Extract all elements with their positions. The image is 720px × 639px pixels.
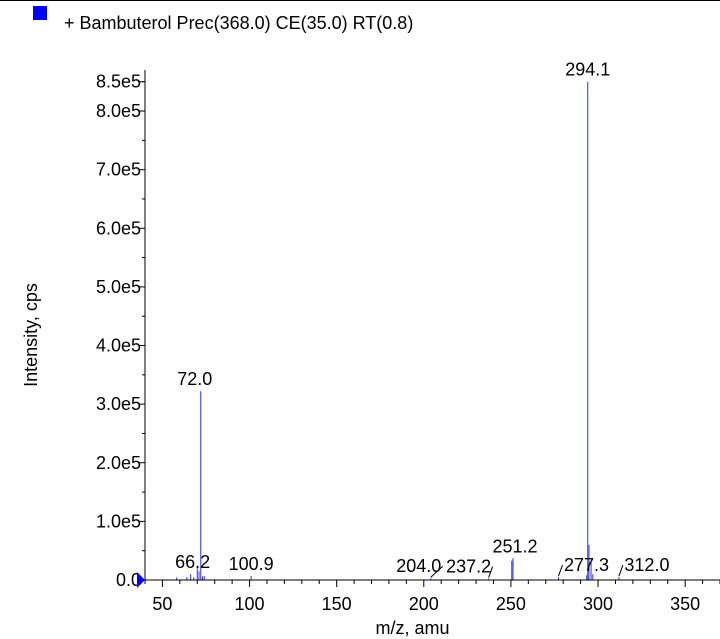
- x-tick-label: 250: [496, 594, 526, 614]
- peak-label: 72.0: [177, 369, 212, 389]
- baseline-marker-icon: [137, 572, 145, 588]
- legend-label: + Bambuterol Prec(368.0) CE(35.0) RT(0.8…: [64, 13, 413, 33]
- y-tick-label: 1.0e5: [96, 511, 141, 531]
- peak-leader-line: [430, 565, 444, 578]
- x-tick-label: 50: [152, 594, 172, 614]
- peak-leader-line: [618, 564, 624, 577]
- y-tick-label: 8.5e5: [96, 72, 141, 92]
- y-tick-label: 3.0e5: [96, 394, 141, 414]
- y-axis-title: Intensity, cps: [21, 283, 41, 387]
- y-tick-label: 6.0e5: [96, 218, 141, 238]
- x-axis-ticks: 50 100 150 200 250 300 350: [144, 580, 720, 614]
- peak-label: 204.0: [396, 556, 441, 576]
- x-tick-label: 200: [409, 594, 439, 614]
- peak-label: 100.9: [229, 554, 274, 574]
- y-tick-label: 2.0e5: [96, 453, 141, 473]
- peak-label-leaders: [430, 564, 624, 578]
- peak-labels: 294.1 72.0 251.2 66.2 100.9 204.0 237.2 277.3 31…: [175, 60, 669, 577]
- peak-label: 66.2: [175, 552, 210, 572]
- x-tick-label: 150: [322, 594, 352, 614]
- x-tick-label: 350: [670, 594, 700, 614]
- x-tick-label: 100: [235, 594, 265, 614]
- x-axis-title: m/z, amu: [375, 618, 449, 638]
- y-tick-label: 8.0e5: [96, 101, 141, 121]
- peak-leader-line: [488, 566, 494, 578]
- y-tick-label: 0.0: [116, 570, 141, 590]
- peak-label: 277.3: [564, 555, 609, 575]
- x-tick-label: 300: [583, 594, 613, 614]
- spectrum-peaks: [176, 81, 620, 580]
- peak-leader-line: [558, 564, 563, 577]
- y-tick-label: 7.0e5: [96, 160, 141, 180]
- y-tick-label: 4.0e5: [96, 336, 141, 356]
- legend-swatch: [33, 6, 47, 20]
- legend: + Bambuterol Prec(368.0) CE(35.0) RT(0.8…: [33, 6, 413, 33]
- peak-label: 237.2: [446, 557, 491, 577]
- y-axis-ticks: 0.0 1.0e5 2.0e5 3.0e5 4.0e5 5.0e5 6.0e5 7.0e5 8.…: [96, 72, 145, 590]
- y-tick-label: 5.0e5: [96, 277, 141, 297]
- peak-label: 251.2: [492, 536, 537, 556]
- peak-label: 312.0: [624, 555, 669, 575]
- peak-label: 294.1: [565, 60, 610, 80]
